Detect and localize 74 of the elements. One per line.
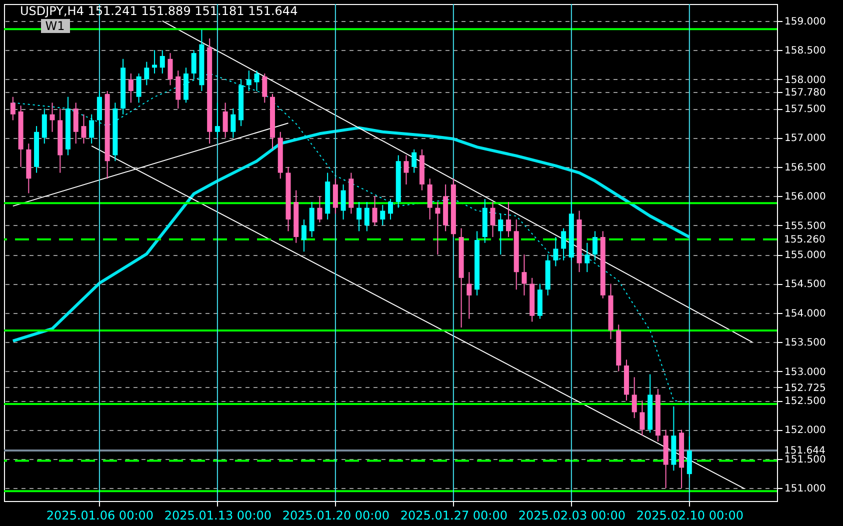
candlestick xyxy=(498,213,504,256)
candlestick xyxy=(246,70,252,92)
candlestick xyxy=(96,90,102,127)
y-tick-label: 152.725 xyxy=(784,382,826,394)
candlestick xyxy=(490,201,496,238)
candlestick xyxy=(81,114,86,144)
y-tick-label: 153.500 xyxy=(784,338,826,349)
candlestick xyxy=(340,184,346,220)
candlestick xyxy=(584,242,590,273)
candlestick xyxy=(412,148,417,174)
candlestick xyxy=(262,73,268,104)
candlestick xyxy=(176,70,181,110)
candlestick xyxy=(168,52,173,86)
candlestick xyxy=(89,114,94,144)
candlestick xyxy=(686,436,692,478)
candlestick xyxy=(144,61,150,86)
candlestick xyxy=(191,50,196,80)
candlestick xyxy=(427,178,432,220)
candlestick xyxy=(136,73,142,104)
candlestick xyxy=(553,236,558,267)
y-tick-label: 152.000 xyxy=(784,425,826,436)
candlestick xyxy=(372,196,378,226)
y-tick-label: 153.000 xyxy=(784,366,826,378)
candlestick xyxy=(404,154,409,185)
y-tick-label: 151.500 xyxy=(784,454,826,466)
candlestick xyxy=(592,230,598,261)
candlestick xyxy=(388,198,393,220)
candlestick xyxy=(435,201,440,256)
y-tick-label: 152.500 xyxy=(784,396,826,408)
y-tick-label: 151.000 xyxy=(784,484,826,495)
candlestick xyxy=(522,254,527,296)
candlestick xyxy=(640,400,645,436)
y-tick-label: 155.500 xyxy=(784,220,826,232)
y-tick-label: 159.000 xyxy=(784,16,826,28)
x-tick-label: 2025.01.20 00:00 xyxy=(282,508,390,522)
candlestick xyxy=(254,70,260,92)
y-tick-label: 154.500 xyxy=(784,279,826,290)
candlestick xyxy=(222,102,228,138)
candlestick xyxy=(50,102,55,132)
candlestick xyxy=(160,50,165,74)
candlestick xyxy=(73,102,78,144)
candlestick xyxy=(214,102,220,138)
ref-line-label: 155.260 xyxy=(784,234,826,246)
y-tick-label: 158.500 xyxy=(784,46,826,57)
x-tick-label: 2025.01.06 00:00 xyxy=(46,508,154,522)
y-tick-label: 158.000 xyxy=(784,74,826,86)
annotation: W1 xyxy=(45,19,65,33)
x-tick-label: 2025.02.10 00:00 xyxy=(636,508,744,522)
candlestick xyxy=(356,201,362,232)
y-tick-label: 156.000 xyxy=(784,192,826,203)
candlestick xyxy=(506,201,511,238)
candlestick xyxy=(230,108,236,138)
x-tick-label: 2025.02.03 00:00 xyxy=(518,508,626,522)
candlestick xyxy=(301,219,306,252)
y-tick-label: 157.500 xyxy=(784,104,826,116)
candlestick xyxy=(10,96,16,121)
candlestick xyxy=(561,228,566,261)
y-tick-label: 155.000 xyxy=(784,250,826,262)
x-tick-label: 2025.01.13 00:00 xyxy=(164,508,272,522)
candlestick xyxy=(317,196,322,223)
x-tick-label: 2025.01.27 00:00 xyxy=(400,508,508,522)
candlestick xyxy=(380,204,386,226)
candlestick xyxy=(152,50,158,74)
y-tick-label: 156.500 xyxy=(784,162,826,174)
candlestick xyxy=(309,201,314,238)
y-tick-label: 154.000 xyxy=(784,308,826,320)
candlestick xyxy=(466,272,472,320)
candlestick xyxy=(42,108,47,144)
candlestick xyxy=(364,201,370,232)
candlestick xyxy=(128,73,134,104)
y-tick-label: 157.000 xyxy=(784,133,826,144)
candlestick xyxy=(632,376,637,419)
y-tick-label: 157.780 xyxy=(784,88,826,99)
candlestick xyxy=(332,178,338,214)
